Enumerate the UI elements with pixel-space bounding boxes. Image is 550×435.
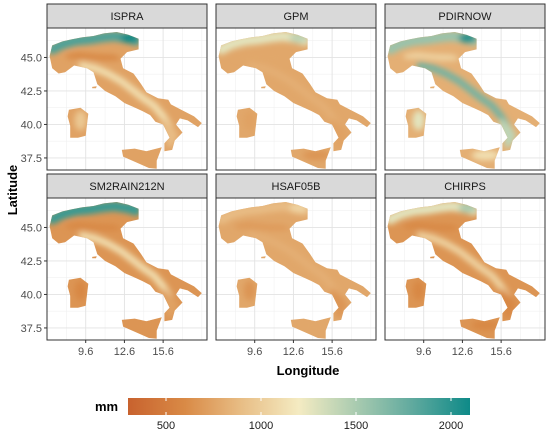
legend-tick-label: 500	[157, 420, 175, 432]
sicily-zone	[471, 150, 500, 161]
x-tick-label: 12.6	[114, 346, 135, 358]
facet-panel: SM2RAIN212N	[44, 173, 208, 343]
sicily-zone	[471, 320, 500, 331]
y-tick-label: 40.0	[21, 119, 42, 131]
panel-border	[384, 27, 546, 171]
sicily-zone	[133, 150, 162, 161]
rainfall-features	[387, 32, 517, 161]
y-axis: 37.5 40.0 42.5 45.0 37.5 40.0 42.5 45.0	[21, 52, 42, 334]
panel-border	[215, 197, 377, 341]
x-tick-label: 12.6	[283, 346, 304, 358]
facet-panel: HSAF05B	[215, 173, 377, 343]
sardinia-zone	[412, 110, 425, 131]
x-axis: 9.6 12.6 15.6 9.6 12.6 15.6 9.6 12.6 15.6	[78, 346, 512, 358]
po-valley-zone	[65, 222, 121, 231]
facet-strip-label: GPM	[283, 11, 308, 23]
y-tick-label: 42.5	[21, 256, 42, 268]
x-tick-label: 9.6	[78, 346, 93, 358]
facet-strip-label: CHIRPS	[444, 181, 486, 193]
calabria-zone	[498, 287, 517, 319]
panel-border	[215, 27, 377, 171]
legend-colorbar	[128, 398, 470, 415]
facet-panels: ISPRA GPM PDIRNOW SM2RAIN212N HSAF05B CHIRPS	[44, 3, 546, 343]
rainfall-features	[387, 202, 517, 331]
calabria-zone	[498, 117, 517, 149]
y-tick-label: 40.0	[21, 289, 42, 301]
facet-strip-label: PDIRNOW	[438, 11, 492, 23]
po-valley-zone	[234, 222, 290, 231]
facet-plot-area	[384, 197, 546, 343]
calabria-zone	[329, 117, 348, 149]
sardinia-zone	[74, 110, 87, 131]
legend-ticks: 500 1000 1500 2000	[157, 398, 463, 432]
x-tick-label: 9.6	[247, 346, 262, 358]
rainfall-features	[49, 202, 179, 331]
facet-strip	[215, 173, 377, 199]
x-tick-label: 9.6	[416, 346, 431, 358]
panel-border	[46, 197, 208, 341]
sardinia-zone	[74, 280, 87, 301]
po-valley-zone	[403, 222, 459, 231]
facet-panel: CHIRPS	[384, 173, 546, 343]
sicily-zone	[133, 320, 162, 331]
y-axis-title: Latitude	[5, 165, 20, 216]
panel-border	[384, 197, 546, 341]
legend-tick-label: 1500	[344, 420, 368, 432]
facet-strip	[384, 173, 546, 199]
rainfall-features	[49, 32, 179, 161]
legend-tick-label: 1000	[249, 420, 273, 432]
panel-border	[46, 27, 208, 171]
color-legend: mm 500 1000 1500 2000	[95, 398, 470, 432]
calabria-zone	[329, 287, 348, 319]
facet-strip-label: ISPRA	[110, 11, 144, 23]
facet-strip	[46, 3, 208, 29]
x-tick-label: 12.6	[452, 346, 473, 358]
sardinia-zone	[243, 280, 256, 301]
facet-plot-area	[215, 27, 377, 171]
x-tick-label: 15.6	[490, 346, 511, 358]
legend-title: mm	[95, 399, 118, 414]
y-tick-label: 42.5	[21, 86, 42, 98]
facet-strip	[46, 173, 208, 199]
po-valley-zone	[403, 52, 459, 61]
facet-plot-area	[44, 27, 208, 171]
rainfall-features	[218, 32, 348, 161]
y-tick-label: 45.0	[21, 222, 42, 234]
facet-panel: GPM	[215, 3, 377, 171]
sardinia-zone	[243, 110, 256, 131]
x-tick-label: 15.6	[152, 346, 173, 358]
sardinia-zone	[412, 280, 425, 301]
x-axis-title: Longitude	[277, 363, 340, 378]
y-tick-label: 37.5	[21, 323, 42, 335]
facet-strip	[384, 3, 546, 29]
y-tick-label: 37.5	[21, 153, 42, 165]
sicily-zone	[302, 320, 331, 331]
legend-tick-label: 2000	[439, 420, 463, 432]
facet-plot-area	[384, 27, 546, 171]
po-valley-zone	[234, 52, 290, 61]
facet-strip-label: SM2RAIN212N	[89, 181, 164, 193]
rainfall-features	[218, 202, 348, 331]
calabria-zone	[160, 287, 179, 319]
facet-panel: ISPRA	[44, 3, 208, 171]
sicily-zone	[302, 150, 331, 161]
facet-strip	[215, 3, 377, 29]
y-tick-label: 45.0	[21, 52, 42, 64]
facet-plot-area	[44, 197, 208, 343]
facet-strip-label: HSAF05B	[272, 181, 321, 193]
x-tick-label: 15.6	[321, 346, 342, 358]
calabria-zone	[160, 117, 179, 149]
po-valley-zone	[65, 52, 121, 61]
facet-plot-area	[215, 197, 377, 343]
facet-panel: PDIRNOW	[384, 3, 546, 171]
